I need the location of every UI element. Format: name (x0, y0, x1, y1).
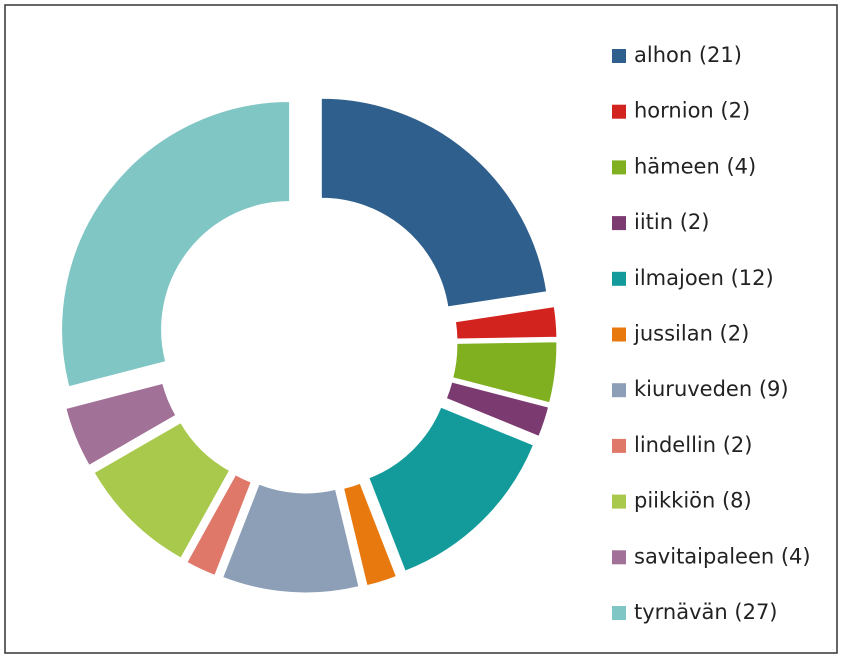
legend-label: savitaipaleen (4) (634, 544, 811, 568)
legend-label: ilmajoen (12) (634, 266, 774, 290)
donut-segment (222, 483, 360, 594)
legend-label: iitin (2) (634, 210, 709, 234)
legend-swatch (612, 494, 626, 509)
legend-label: hämeen (4) (634, 154, 756, 178)
legend-swatch (612, 104, 626, 119)
donut-segment (368, 406, 535, 572)
legend-label: hornion (2) (634, 99, 750, 123)
legend-swatch (612, 216, 626, 231)
donut-segment (61, 101, 291, 388)
legend-label: alhon (21) (634, 43, 742, 67)
legend-label: jussilan (2) (633, 322, 749, 346)
donut-segment (65, 382, 177, 467)
donut-segment (342, 482, 398, 587)
donut-segment (320, 97, 548, 308)
legend-swatch (612, 160, 626, 175)
legend-swatch (612, 271, 626, 286)
donut-segment (186, 474, 252, 576)
legend-swatch (612, 383, 626, 398)
legend-label: piikkiön (8) (634, 489, 752, 513)
donut-segment (445, 381, 550, 437)
legend-label: tyrnävän (27) (634, 600, 778, 624)
legend-swatch (612, 438, 626, 453)
legend-label: kiuruveden (9) (634, 377, 789, 401)
legend-swatch (612, 49, 626, 63)
legend-swatch (612, 327, 626, 342)
donut-segment (454, 306, 558, 340)
donut-segment (452, 341, 558, 404)
donut-segment (93, 422, 231, 559)
legend-label: lindellin (2) (634, 433, 752, 457)
legend-swatch (612, 550, 626, 565)
legend-swatch (612, 606, 626, 620)
